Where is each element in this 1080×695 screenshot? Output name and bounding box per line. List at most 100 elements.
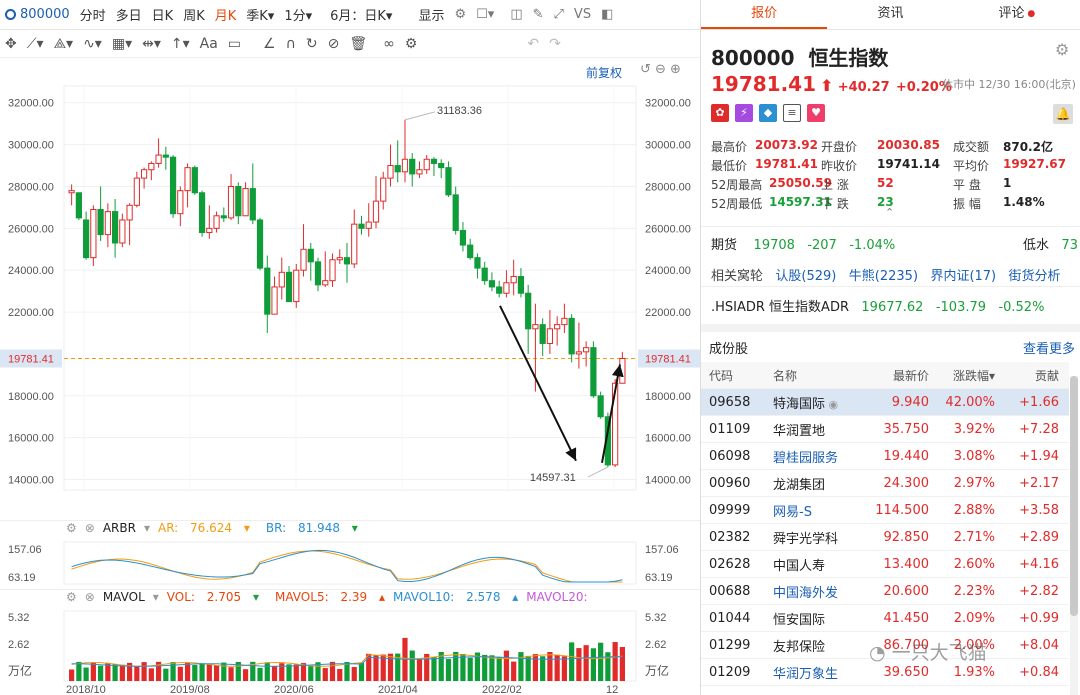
col-name[interactable]: 名称: [773, 368, 798, 383]
warrant-cbbc-link[interactable]: 牛熊(2235): [848, 269, 919, 284]
table-row[interactable]: 01109 华润置地 35.750 3.92% +7.28: [701, 416, 1069, 443]
cell-pct: 42.00%: [945, 394, 995, 410]
settings-icon[interactable]: ⚙: [66, 521, 77, 535]
cell-pct: 2.00%: [953, 637, 995, 653]
view-more-link[interactable]: 查看更多: [1023, 342, 1076, 357]
display-dropdown[interactable]: 显示: [418, 9, 445, 24]
candlestick-chart[interactable]: 32000.00 32000.00 30000.00 30000.00 28000.00…: [0, 80, 700, 500]
chevron-up-icon[interactable]: ⌃: [885, 206, 895, 219]
tab-news[interactable]: 资讯: [877, 6, 904, 21]
candle-body: [336, 257, 343, 261]
pencil-icon[interactable]: ✎: [532, 7, 544, 22]
trash-icon[interactable]: 🗑: [349, 35, 368, 52]
tag-icon[interactable]: ◆: [759, 104, 777, 122]
warrant-inline-link[interactable]: 界内证(17): [930, 269, 997, 284]
tab-jik[interactable]: 季K▾: [246, 9, 275, 24]
quote-price-row: 19781.41 ⬆ +40.27 +0.20%: [711, 72, 952, 96]
tab-fenshi[interactable]: 分时: [79, 9, 106, 24]
vs-button[interactable]: VS: [573, 7, 592, 22]
candle-body: [97, 209, 104, 236]
sidebar-toggle-icon[interactable]: ◧: [601, 7, 614, 22]
fullscreen-icon[interactable]: ⤢: [553, 7, 564, 22]
settings-icon[interactable]: ⚙: [454, 7, 467, 22]
table-row[interactable]: 01044 恒安国际 41.450 2.09% +0.99: [701, 605, 1069, 632]
wave-tool-icon[interactable]: ∿▾: [83, 35, 102, 52]
fib-tool-icon[interactable]: ▦▾: [111, 35, 133, 52]
heart-icon[interactable]: ♥: [807, 104, 825, 122]
volume-bar: [373, 655, 379, 681]
col-code[interactable]: 代码: [709, 368, 734, 383]
close-icon[interactable]: ⊗: [84, 521, 95, 535]
volume-bar: [619, 646, 625, 681]
table-row[interactable]: 02628 中国人寿 13.400 2.60% +4.16: [701, 551, 1069, 578]
table-row[interactable]: 01209 华润万象生 39.650 1.93% +0.84: [701, 659, 1069, 686]
tab-quote[interactable]: 报价: [701, 0, 828, 29]
range-tool-icon[interactable]: ⇹▾: [142, 35, 161, 52]
checkbox-icon[interactable]: ☐▾: [476, 7, 495, 22]
hide-icon[interactable]: ⊘: [327, 35, 340, 52]
line-tool-icon[interactable]: ⟋▾: [26, 35, 44, 52]
stat-value: 20030.85: [877, 138, 941, 152]
link-icon[interactable]: ∞: [383, 35, 395, 52]
undo-icon[interactable]: ↶: [527, 35, 540, 52]
tab-1fen[interactable]: 1分▾: [284, 9, 313, 24]
table-row[interactable]: 09999 网易-S 114.500 2.88% +3.58: [701, 497, 1069, 524]
zoom-controls[interactable]: ↺ ⊖ ⊕: [640, 62, 681, 77]
fq-button[interactable]: 前复权: [586, 66, 623, 80]
table-row[interactable]: 06098 碧桂园服务 19.440 3.08% +1.94: [701, 443, 1069, 470]
table-row[interactable]: 00960 龙湖集团 24.300 2.97% +2.17: [701, 470, 1069, 497]
hk-flag-icon[interactable]: ✿: [711, 104, 729, 122]
settings-icon[interactable]: ⚙: [66, 590, 77, 604]
volume-bar: [366, 653, 372, 681]
mavol-label[interactable]: MAVOL: [102, 590, 145, 604]
tab-zhouk[interactable]: 周K: [183, 9, 205, 24]
tab-6yue[interactable]: 6月：日K▾: [330, 9, 393, 24]
redo-icon[interactable]: ↷: [549, 35, 561, 52]
flash-icon[interactable]: ⚡: [735, 104, 753, 122]
settings-icon[interactable]: ⚙: [1055, 40, 1070, 59]
candle-body: [264, 267, 271, 315]
arbr-label[interactable]: ARBR: [102, 521, 136, 535]
scrollbar[interactable]: [1070, 376, 1078, 695]
camera-icon[interactable]: ◫: [510, 7, 523, 22]
candle-body: [409, 158, 416, 175]
text-tool-icon[interactable]: Aa: [199, 35, 218, 52]
stat-label: 昨收价: [821, 159, 858, 173]
table-row[interactable]: 01299 友邦保险 86.700 2.00% +8.04: [701, 632, 1069, 659]
bell-icon[interactable]: 🔔: [1053, 104, 1073, 124]
col-contrib[interactable]: 贡献: [1034, 368, 1059, 383]
table-row[interactable]: 00688 中国海外发 20.600 2.23% +2.82: [701, 578, 1069, 605]
magnet-icon[interactable]: ∩: [285, 35, 296, 52]
gear-icon[interactable]: ⚙: [404, 35, 418, 52]
x-tick-label: 2020/06: [274, 684, 314, 695]
tab-yuek[interactable]: 月K: [214, 9, 237, 24]
scrollbar-thumb[interactable]: [1070, 376, 1078, 616]
close-icon[interactable]: ⊗: [84, 590, 95, 604]
stock-code-input[interactable]: 800000: [0, 7, 75, 22]
channel-tool-icon[interactable]: ⟁▾: [53, 35, 74, 52]
volume-bar: [561, 656, 568, 681]
adr-row[interactable]: .HSIADR 恒生指数ADR 19677.62 -103.79 -0.52%: [711, 296, 1044, 315]
stat-label: 开盘价: [821, 140, 858, 154]
doc-icon[interactable]: ≡: [783, 104, 801, 122]
warrant-call-link[interactable]: 认股(529): [775, 269, 837, 284]
arrow-tool-icon[interactable]: ↑▾: [170, 35, 190, 52]
volume-bar: [322, 668, 328, 681]
view-icon[interactable]: ◉: [825, 397, 839, 411]
cell-name: 华润万象生: [773, 666, 839, 682]
cell-price: 9.940: [891, 394, 929, 410]
move-icon[interactable]: ✥: [5, 35, 17, 52]
tab-rik[interactable]: 日K: [151, 9, 174, 24]
comment-tool-icon[interactable]: ▭: [227, 35, 242, 52]
tab-comments[interactable]: 评论 ●: [998, 6, 1036, 21]
tab-duori[interactable]: 多日: [115, 9, 142, 24]
vol-label: VOL:: [166, 590, 195, 604]
table-row[interactable]: 09658 特海国际 ◉ 9.940 42.00% +1.66: [701, 389, 1069, 416]
candle-body: [198, 192, 206, 234]
warrant-analysis-link[interactable]: 街货分析: [1008, 269, 1061, 284]
col-pct[interactable]: 涨跌幅▾: [952, 368, 995, 383]
eraser-tool-icon[interactable]: ∠: [263, 35, 276, 52]
table-row[interactable]: 02382 舜宇光学科 92.850 2.71% +2.89: [701, 524, 1069, 551]
col-price[interactable]: 最新价: [892, 368, 929, 383]
sync-icon[interactable]: ↻: [305, 35, 318, 52]
